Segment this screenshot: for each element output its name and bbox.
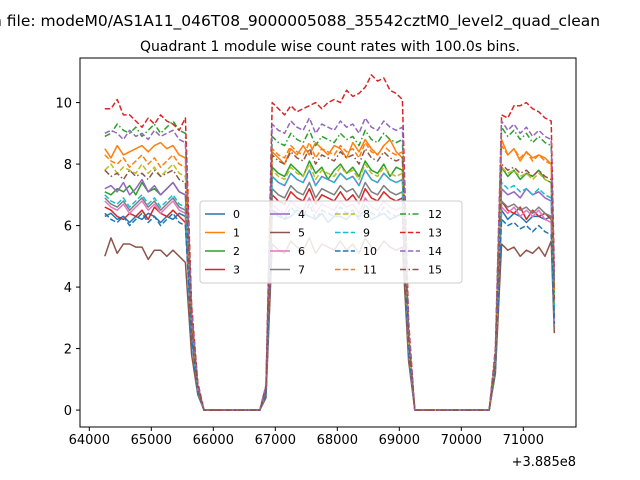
legend-label-7: 7 xyxy=(298,264,305,277)
legend-label-3: 3 xyxy=(233,264,240,277)
y-tick-label: 0 xyxy=(64,404,72,419)
x-tick-label: 65000 xyxy=(131,433,172,448)
y-tick-label: 2 xyxy=(64,343,72,358)
legend-label-1: 1 xyxy=(233,227,240,240)
figure-suptitle: n file: modeM0/AS1A11_046T08_9000005088_… xyxy=(0,12,600,31)
legend-label-15: 15 xyxy=(428,264,442,277)
legend-frame xyxy=(199,200,463,284)
x-tick-label: 64000 xyxy=(69,433,110,448)
legend-label-13: 13 xyxy=(428,227,442,240)
x-tick-label: 71000 xyxy=(503,433,544,448)
series-line-11 xyxy=(104,141,556,411)
y-axis: 0 2 4 6 8 10 xyxy=(55,97,80,419)
legend-label-5: 5 xyxy=(298,227,305,240)
y-tick-label: 6 xyxy=(64,220,72,235)
x-tick-label: 70000 xyxy=(441,433,482,448)
plot-frame xyxy=(79,57,577,428)
series-line-15 xyxy=(104,147,556,411)
y-tick-label: 4 xyxy=(64,281,72,296)
y-tick-label: 10 xyxy=(55,97,72,112)
series-line-9 xyxy=(104,169,556,411)
legend-label-0: 0 xyxy=(233,208,240,221)
x-tick-label: 67000 xyxy=(255,433,296,448)
legend-label-14: 14 xyxy=(428,245,442,258)
legend-label-9: 9 xyxy=(363,227,370,240)
chart-title: Quadrant 1 module wise count rates with … xyxy=(140,39,520,55)
legend-label-11: 11 xyxy=(363,264,377,277)
legend-label-12: 12 xyxy=(428,208,442,221)
series-line-14 xyxy=(104,117,556,411)
legend-label-6: 6 xyxy=(298,245,305,258)
y-tick-label: 8 xyxy=(64,158,72,173)
x-axis: 64000 65000 66000 67000 68000 69000 70000 71000 xyxy=(69,427,544,448)
legend-label-10: 10 xyxy=(363,245,377,258)
legend-label-2: 2 xyxy=(233,245,240,258)
legend-label-8: 8 xyxy=(363,208,370,221)
legend-label-4: 4 xyxy=(298,208,305,221)
x-tick-label: 66000 xyxy=(193,433,234,448)
x-offset-label: +3.885e8 xyxy=(512,455,576,470)
x-tick-label: 69000 xyxy=(379,433,420,448)
x-tick-label: 68000 xyxy=(317,433,358,448)
